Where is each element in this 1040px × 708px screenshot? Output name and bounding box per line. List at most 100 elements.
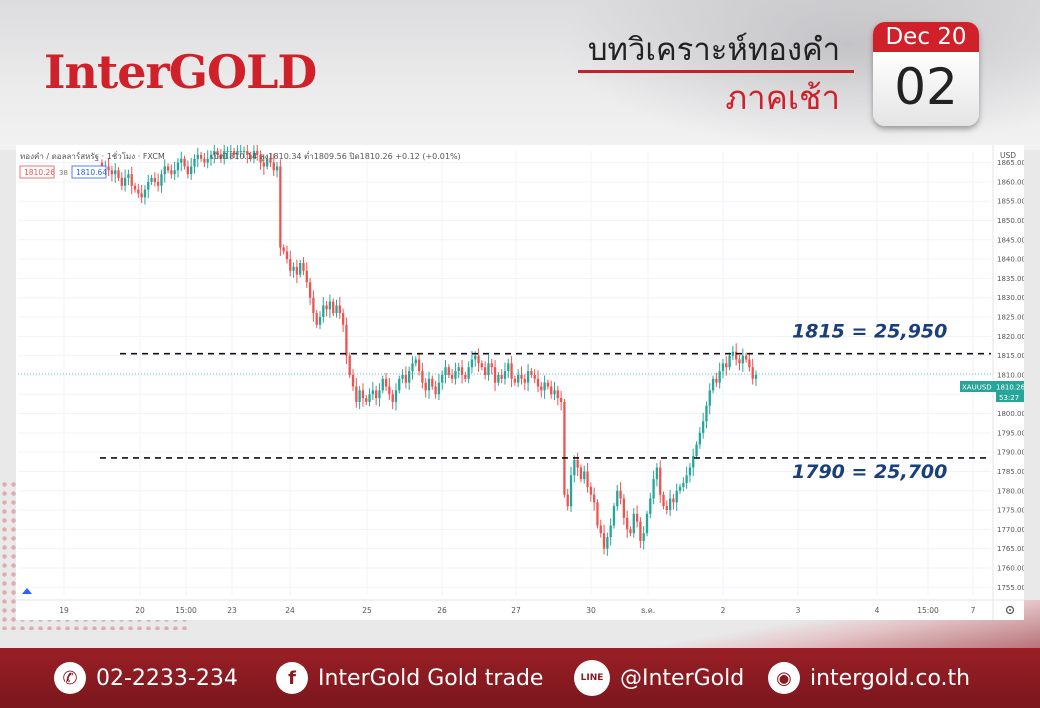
candle-body [133, 185, 137, 190]
candle-body [236, 151, 239, 155]
y-tick-label: 1825.00 [997, 314, 1024, 322]
chart-ohlc: เปิด1810.14 สูง1810.34 ต่ำ1809.56 ปิด181… [211, 150, 461, 162]
candle-body [374, 390, 378, 399]
candle-body [421, 371, 424, 383]
countdown-value: 53:27 [999, 394, 1019, 402]
candle-body [147, 181, 150, 190]
candle-body [153, 178, 157, 182]
candle-body [341, 313, 345, 325]
y-tick-label: 1810.00 [997, 371, 1024, 379]
candle-body [454, 371, 457, 379]
candle-body [526, 371, 530, 383]
candle-body [483, 367, 487, 375]
sell-price-box[interactable] [19, 165, 55, 179]
y-tick-label: 1765.00 [997, 545, 1024, 553]
candle-body [166, 166, 170, 171]
y-tick-label: 1800.00 [997, 410, 1024, 418]
candle-body [751, 367, 754, 379]
candle-body [546, 382, 550, 387]
candle-body [279, 166, 282, 248]
candle-body [536, 378, 540, 387]
x-tick-label: 30 [586, 606, 596, 615]
candle-body [398, 378, 401, 391]
candle-body [622, 498, 626, 518]
candle-body [635, 513, 639, 522]
candle-body [464, 374, 467, 379]
candle-body [315, 313, 318, 325]
candle-body [335, 305, 338, 314]
page-title: บทวิเคราะห์ทองคำ [587, 32, 841, 68]
chart-svg: 1815 = 25,950 1790 = 25,700 1865.00 1860.0… [16, 142, 1026, 620]
x-tick-label: 26 [437, 606, 447, 615]
candle-body [312, 297, 315, 314]
footer-facebook[interactable]: f InterGold Gold trade [276, 648, 543, 708]
y-tick-label: 1795.00 [997, 429, 1024, 437]
x-tick-label: 15:00 [917, 606, 939, 615]
candle-body [688, 467, 692, 476]
candle-body [216, 151, 219, 155]
candle-body [563, 401, 566, 495]
y-tick-label: 1835.00 [997, 275, 1024, 283]
candle-body [503, 371, 507, 379]
buy-price-box[interactable] [71, 165, 107, 179]
footer-line[interactable]: LINE @InterGold [574, 648, 744, 708]
candle-body [540, 386, 543, 391]
footer-bar: ✆ 02-2233-234 f InterGold Gold trade LIN… [0, 648, 1040, 708]
candle-body [493, 367, 497, 383]
candle-body [520, 374, 523, 379]
y-tick-label: 1850.00 [997, 217, 1024, 225]
candle-body [232, 151, 236, 155]
candle-body [606, 537, 609, 549]
candle-body [285, 251, 289, 260]
candle-body [434, 386, 437, 395]
footer-phone[interactable]: ✆ 02-2233-234 [54, 648, 238, 708]
candle-body [401, 374, 404, 379]
y-tick-label: 1845.00 [997, 236, 1024, 244]
candle-body [715, 378, 718, 383]
candle-body [626, 517, 629, 530]
candle-body [371, 390, 375, 395]
candle-body [252, 151, 256, 159]
candle-body [616, 490, 619, 507]
candle-body [589, 486, 593, 495]
candle-body [602, 533, 606, 549]
candle-body [474, 355, 477, 360]
price-chart: 1815 = 25,950 1790 = 25,700 1865.00 1860.0… [16, 142, 1026, 620]
x-tick-label: 7 [971, 606, 976, 615]
y-tick-label: 1840.00 [997, 256, 1024, 264]
candle-body [305, 270, 308, 283]
candle-body [639, 521, 642, 541]
candle-body [246, 151, 249, 155]
candle-body [229, 151, 232, 152]
candle-body [500, 374, 503, 379]
candle-body [318, 317, 322, 325]
candle-body [239, 151, 242, 152]
candle-body [137, 189, 140, 194]
tradingview-logo-icon[interactable] [22, 588, 32, 594]
settings-gear-icon[interactable] [1005, 605, 1015, 615]
candle-body [180, 158, 183, 163]
candle-body [272, 162, 275, 171]
candle-body [411, 363, 414, 372]
candle-body [332, 301, 335, 314]
candle-body [698, 432, 702, 445]
candle-body [721, 363, 725, 372]
page-subtitle: ภาคเช้า [725, 78, 840, 117]
candle-body [404, 374, 408, 383]
line-id: @InterGold [620, 665, 745, 691]
candle-body [114, 170, 117, 175]
currency-label: USD [1000, 151, 1016, 160]
candle-body [517, 374, 520, 383]
footer-website[interactable]: ◉ intergold.co.th [768, 648, 970, 708]
y-tick-label: 1775.00 [997, 507, 1024, 515]
candle-body [292, 266, 295, 271]
candle-body [725, 363, 728, 368]
candle-body [444, 367, 447, 375]
candle-body [295, 266, 299, 275]
candle-body [203, 158, 206, 163]
calendar-month: Dec 20 [873, 22, 979, 52]
candle-body [457, 367, 460, 372]
candle-body [705, 405, 708, 422]
candle-body [599, 525, 602, 534]
candle-body [685, 475, 688, 484]
